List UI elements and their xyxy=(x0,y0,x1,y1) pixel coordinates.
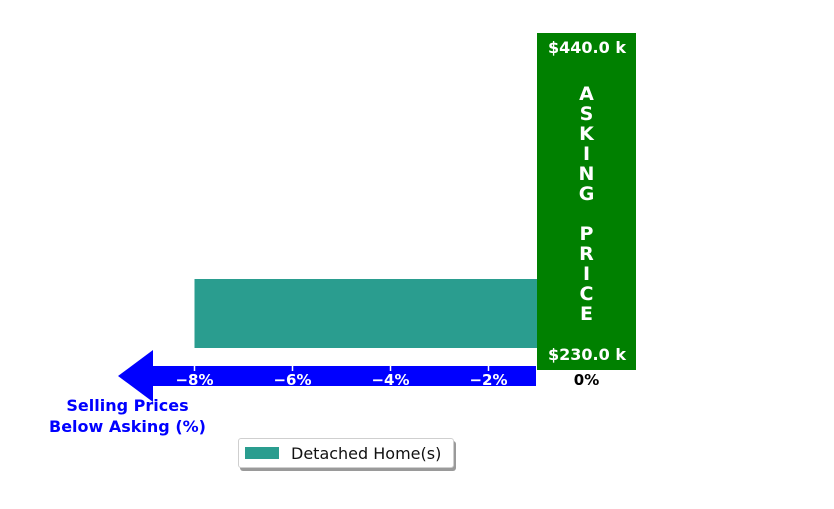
x-tick-label: 0% xyxy=(574,371,599,389)
x-tick-label: −4% xyxy=(371,371,409,389)
asking-price-band-rect xyxy=(537,33,636,370)
legend: Detached Home(s) xyxy=(238,438,454,468)
legend-label-detached: Detached Home(s) xyxy=(291,444,442,463)
x-tick-label: −2% xyxy=(469,371,507,389)
x-tick-label: −8% xyxy=(175,371,213,389)
x-ticks-layer: −8% −6% −4% −2% 0% xyxy=(175,366,599,389)
legend-swatch-detached xyxy=(245,447,279,459)
asking-bottom-label: $230.0 k xyxy=(548,345,626,364)
negative-direction-arrow xyxy=(118,350,536,402)
asking-price-band: $440.0 k $230.0 k xyxy=(537,33,636,370)
bar-1 xyxy=(194,279,587,348)
x-tick-label: −6% xyxy=(273,371,311,389)
x-axis-title: Selling Prices Below Asking (%) xyxy=(49,396,206,436)
asking-top-label: $440.0 k xyxy=(548,38,626,57)
axis-arrow xyxy=(118,350,536,402)
